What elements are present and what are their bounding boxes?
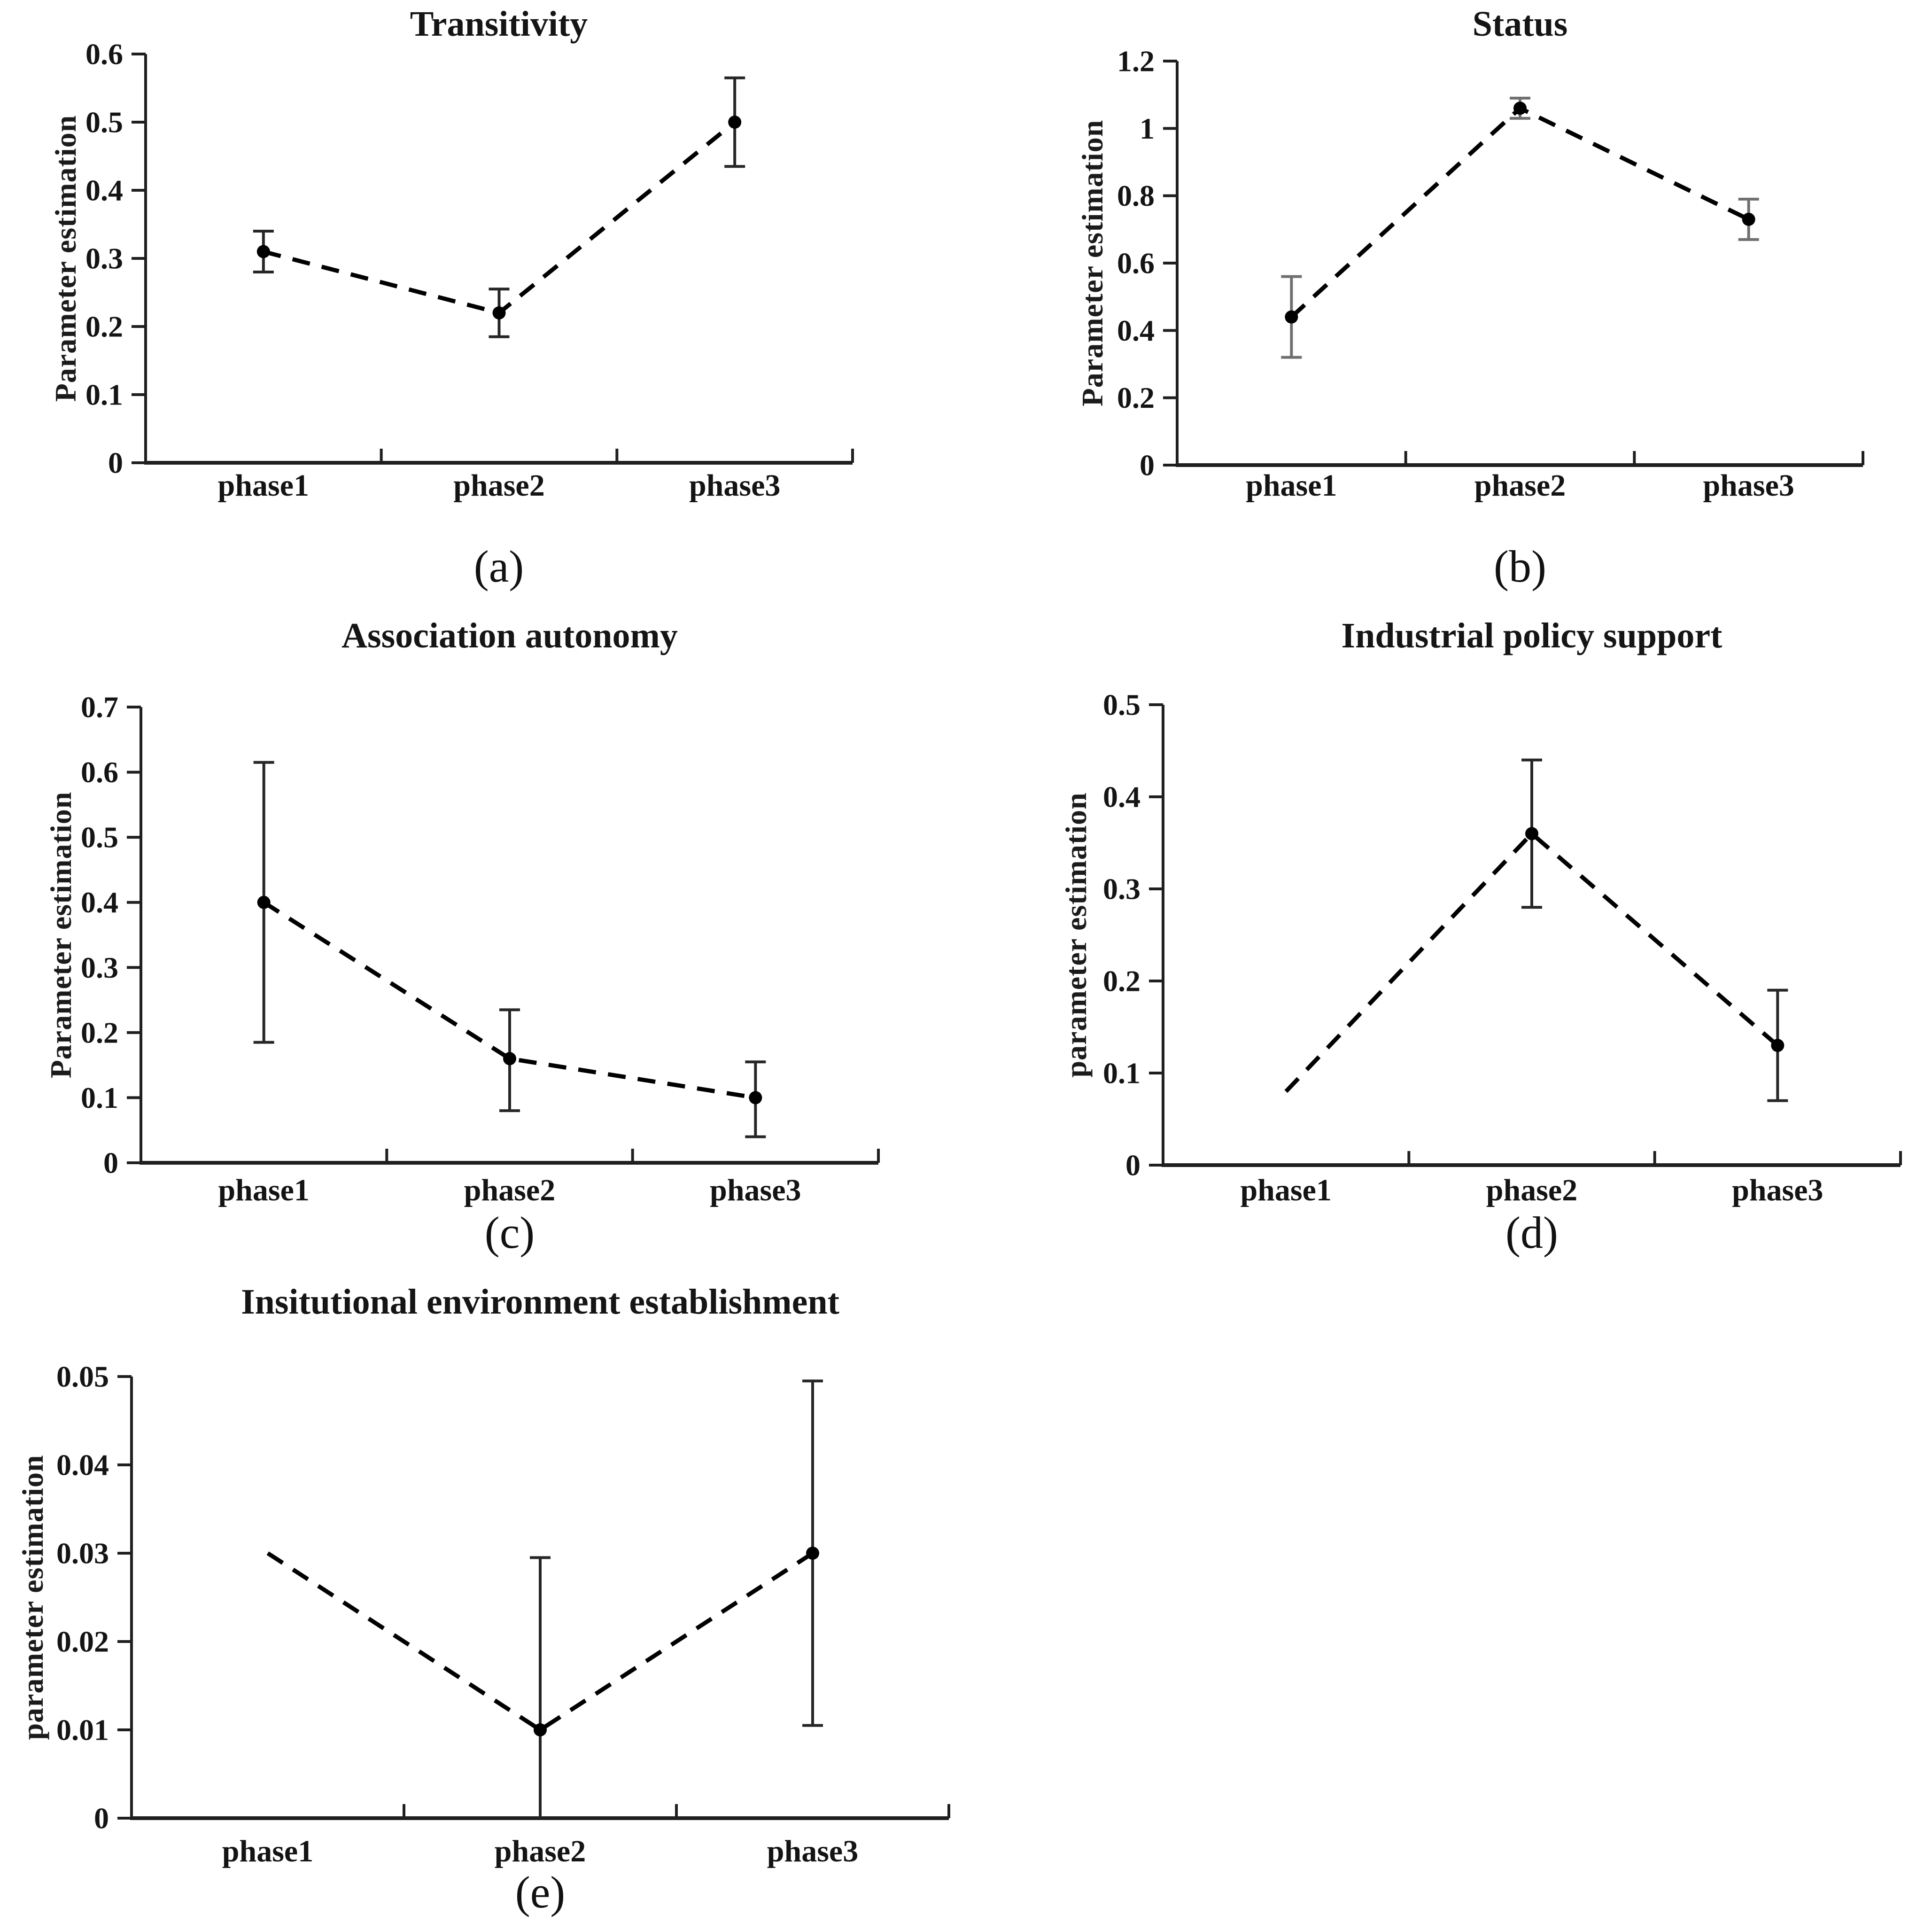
plot-area-b: 0 0.2 0.4 0.6 0.8 1 1.2 phase1 phase2 phase3 bbox=[1117, 45, 1864, 503]
series-line bbox=[1290, 105, 1750, 319]
x-category-label: phase3 bbox=[689, 468, 780, 503]
y-tick-label: 0.2 bbox=[1103, 965, 1141, 998]
y-tick-label: 0.3 bbox=[81, 951, 118, 984]
plot-area-c: 0 0.1 0.2 0.3 0.4 0.5 0.6 0.7 phase1 phase2 phase3 bbox=[81, 691, 880, 1207]
x-category-label: phase2 bbox=[1486, 1173, 1577, 1207]
y-tick-label: 0.1 bbox=[81, 1081, 118, 1114]
data-point-marker bbox=[534, 1723, 547, 1736]
y-tick-label: 0.03 bbox=[56, 1537, 109, 1570]
y-tick-label: 0.5 bbox=[81, 821, 118, 854]
x-category-label: phase1 bbox=[1240, 1173, 1331, 1207]
plot-area-d: 0 0.1 0.2 0.3 0.4 0.5 phase1 phase2 phase3 bbox=[1103, 688, 1902, 1207]
series-line bbox=[263, 900, 756, 1100]
x-category-label: phase3 bbox=[710, 1173, 801, 1207]
data-point-marker bbox=[1525, 827, 1538, 840]
x-category-label: phase2 bbox=[495, 1834, 586, 1868]
plot-area-a: 0 0.1 0.2 0.3 0.4 0.5 0.6 phase1 phase2 phase3 bbox=[85, 38, 854, 503]
data-point-marker bbox=[257, 895, 271, 909]
y-axis-label-e: parameter estimation bbox=[16, 1455, 49, 1740]
data-point-marker bbox=[1742, 212, 1755, 226]
data-point-marker bbox=[492, 306, 506, 319]
data-point-marker bbox=[503, 1052, 516, 1066]
y-tick-label: 0.4 bbox=[85, 174, 123, 207]
y-tick-label: 0.02 bbox=[56, 1625, 109, 1658]
chart-panel-c: 0 0.1 0.2 0.3 0.4 0.5 0.6 0.7 phase1 phase2 phase3… bbox=[0, 611, 966, 1268]
x-category-label: phase2 bbox=[464, 1173, 555, 1207]
y-axis-label-c: Parameter estimation bbox=[44, 791, 78, 1079]
data-point-marker bbox=[749, 1091, 762, 1105]
x-category-label: phase3 bbox=[1732, 1173, 1823, 1207]
data-point-marker bbox=[256, 245, 270, 258]
y-tick-label: 0.6 bbox=[85, 38, 123, 71]
data-point-marker bbox=[1513, 101, 1527, 115]
y-tick-label: 0 bbox=[1125, 1149, 1141, 1182]
x-category-label: phase3 bbox=[767, 1834, 858, 1868]
chart-title-c: Association autonomy bbox=[341, 616, 678, 655]
y-tick-label: 0.5 bbox=[1103, 688, 1141, 722]
plot-area-e: 0 0.01 0.02 0.03 0.04 0.05 phase1 phase2 phase3 bbox=[56, 1360, 950, 1868]
chart-caption-d: (d) bbox=[1505, 1207, 1558, 1258]
data-point-marker bbox=[1771, 1039, 1785, 1052]
series-line bbox=[1284, 831, 1779, 1093]
x-category-label: phase1 bbox=[1246, 468, 1337, 503]
chart-panel-a: 0 0.1 0.2 0.3 0.4 0.5 0.6 phase1 phase2 phase3 Tr… bbox=[0, 0, 966, 611]
y-tick-label: 0 bbox=[1140, 449, 1155, 482]
x-category-label: phase1 bbox=[218, 468, 309, 503]
series-line bbox=[266, 1551, 814, 1733]
chart-panel-e: 0 0.01 0.02 0.03 0.04 0.05 phase1 phase2 phase3 … bbox=[0, 1268, 966, 1922]
chart-title-d: Industrial policy support bbox=[1341, 616, 1723, 655]
chart-caption-c: (c) bbox=[484, 1207, 535, 1258]
y-tick-label: 0.7 bbox=[81, 691, 118, 724]
y-tick-label: 0.4 bbox=[81, 886, 118, 919]
y-tick-label: 1.2 bbox=[1117, 45, 1155, 78]
x-category-label: phase2 bbox=[1474, 468, 1566, 503]
chart-title-b: Status bbox=[1472, 4, 1568, 44]
chart-title-a: Transitivity bbox=[410, 4, 588, 44]
data-point-marker bbox=[728, 116, 742, 129]
y-tick-label: 0.4 bbox=[1103, 780, 1141, 814]
chart-panel-d: 0 0.1 0.2 0.3 0.4 0.5 phase1 phase2 phase3 Indus… bbox=[966, 611, 1932, 1268]
x-category-label: phase1 bbox=[218, 1173, 309, 1207]
y-tick-label: 0.4 bbox=[1117, 314, 1155, 347]
y-axis-label-b: Parameter estimation bbox=[1076, 119, 1109, 407]
y-tick-label: 0.3 bbox=[1103, 872, 1141, 906]
x-category-label: phase1 bbox=[222, 1834, 313, 1868]
chart-caption-e: (e) bbox=[515, 1867, 566, 1917]
y-tick-label: 0.6 bbox=[1117, 247, 1155, 280]
chart-caption-a: (a) bbox=[473, 541, 524, 591]
y-tick-label: 0.01 bbox=[56, 1713, 109, 1747]
y-tick-label: 1 bbox=[1140, 112, 1155, 145]
y-tick-label: 0.05 bbox=[56, 1360, 109, 1393]
y-tick-label: 0.1 bbox=[85, 378, 123, 412]
y-tick-label: 0 bbox=[108, 446, 123, 480]
y-axis-label-a: Parameter estimation bbox=[49, 115, 82, 402]
y-tick-label: 0.2 bbox=[81, 1016, 118, 1049]
chart-caption-b: (b) bbox=[1494, 541, 1546, 591]
data-point-marker bbox=[806, 1547, 819, 1560]
y-tick-label: 0.1 bbox=[1103, 1057, 1141, 1090]
y-tick-label: 0.3 bbox=[85, 242, 123, 275]
chart-title-e: Insitutional environment establishment bbox=[241, 1282, 839, 1322]
chart-panel-b: 0 0.2 0.4 0.6 0.8 1 1.2 phase1 phase2 phase3 Stat… bbox=[966, 0, 1932, 611]
y-tick-label: 0.6 bbox=[81, 755, 118, 789]
y-axis-label-d: parameter estimation bbox=[1059, 792, 1093, 1078]
y-tick-label: 0.2 bbox=[85, 310, 123, 343]
y-tick-label: 0.2 bbox=[1117, 381, 1155, 414]
y-tick-label: 0 bbox=[103, 1146, 118, 1180]
y-tick-label: 0 bbox=[94, 1802, 109, 1835]
series-line bbox=[263, 120, 736, 315]
y-tick-label: 0.8 bbox=[1117, 179, 1155, 212]
data-point-marker bbox=[1285, 310, 1298, 324]
x-category-label: phase2 bbox=[453, 468, 544, 503]
x-category-label: phase3 bbox=[1703, 468, 1794, 503]
y-tick-label: 0.04 bbox=[56, 1448, 109, 1482]
y-tick-label: 0.5 bbox=[85, 106, 123, 139]
